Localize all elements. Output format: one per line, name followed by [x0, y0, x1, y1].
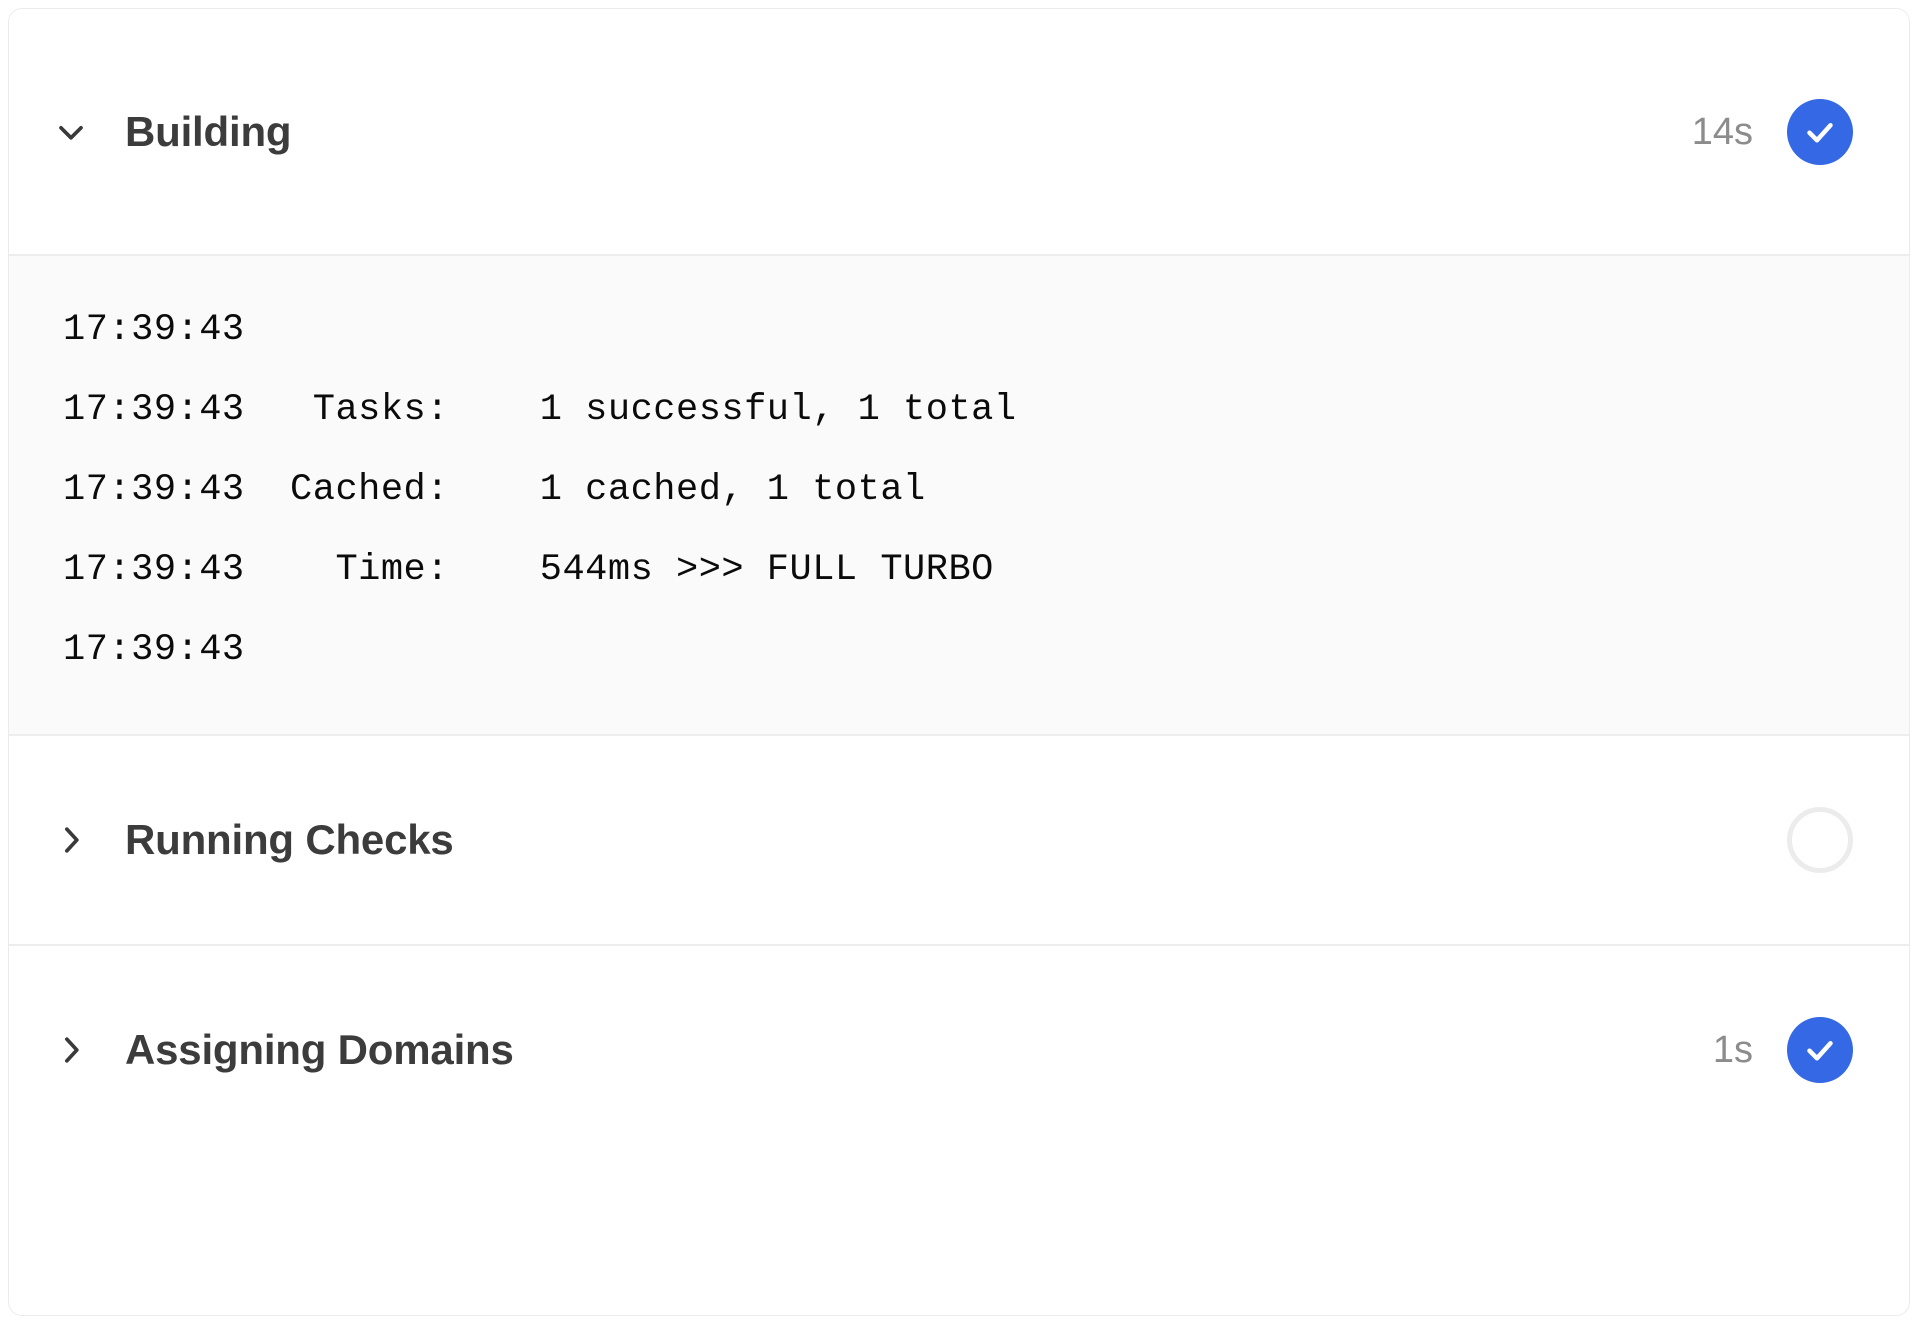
- log-line: 17:39:43 Cached: 1 cached, 1 total: [63, 469, 926, 511]
- build-log-panel[interactable]: 17:39:43 17:39:43 Tasks: 1 successful, 1…: [9, 254, 1909, 736]
- status-badge-running-checks-pending: [1787, 807, 1853, 873]
- step-row-building[interactable]: Building 14s: [9, 9, 1909, 254]
- log-line: 17:39:43: [63, 309, 268, 351]
- chevron-right-icon[interactable]: [51, 1030, 91, 1070]
- row-divider: [9, 944, 1909, 946]
- check-icon: [1807, 122, 1833, 142]
- step-row-assigning-domains[interactable]: Assigning Domains 1s: [9, 946, 1909, 1154]
- log-line: 17:39:43: [63, 629, 268, 671]
- log-line: 17:39:43 Tasks: 1 successful, 1 total: [63, 389, 1017, 431]
- step-duration-assigning-domains: 1s: [1712, 1029, 1753, 1071]
- step-title-assigning-domains: Assigning Domains: [125, 1026, 514, 1073]
- deployment-steps-card: Building 14s 17:39:43 17:39:43 Tasks: 1 …: [8, 8, 1910, 1316]
- step-title-building: Building: [125, 107, 292, 155]
- check-icon: [1807, 1041, 1833, 1061]
- status-badge-assigning-domains-success: [1787, 1017, 1853, 1083]
- step-duration-building: 14s: [1691, 110, 1753, 153]
- step-title-running-checks: Running Checks: [125, 816, 454, 863]
- chevron-down-icon[interactable]: [51, 112, 91, 152]
- step-row-running-checks[interactable]: Running Checks: [9, 736, 1909, 944]
- chevron-right-icon[interactable]: [51, 820, 91, 860]
- log-line: 17:39:43 Time: 544ms >>> FULL TURBO: [63, 549, 994, 591]
- status-badge-building-success: [1787, 98, 1853, 165]
